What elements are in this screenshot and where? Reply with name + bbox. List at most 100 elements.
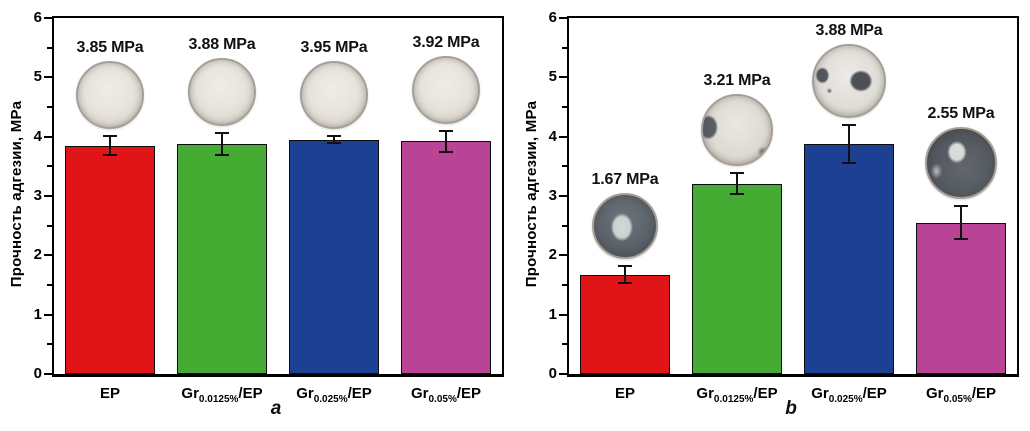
error-bar [439, 129, 453, 154]
category-subscript: 0.05% [943, 394, 972, 405]
category-prefix: Gr [181, 385, 199, 402]
error-bar [842, 123, 856, 164]
category-suffix: /EP [753, 385, 778, 402]
category-prefix: Gr [296, 385, 314, 402]
y-tick-label: 0 [33, 365, 42, 382]
specimen-photo [701, 93, 773, 166]
y-minor-tick [47, 106, 52, 108]
y-tick-label: 5 [548, 68, 557, 86]
bar [289, 139, 379, 374]
bar-value-label: 3.95 MPa [300, 38, 368, 56]
y-minor-tick [562, 343, 567, 346]
y-minor-tick [47, 224, 52, 227]
category-subscript: 0.0125% [198, 394, 239, 405]
category-prefix: Gr [925, 385, 944, 402]
category-suffix: /EP [238, 385, 263, 402]
y-major-tick [559, 254, 567, 257]
y-tick-label: 5 [33, 68, 42, 86]
y-major-tick [559, 313, 567, 316]
y-major-tick [44, 313, 52, 316]
x-category-label: Gr0.05%/EP [411, 385, 481, 405]
error-bar [215, 131, 229, 156]
panel-letter-a: a [270, 398, 282, 419]
x-category-label: EP [615, 385, 635, 405]
specimen-photo [188, 57, 256, 126]
x-category-label: EP [100, 385, 120, 405]
error-bar [618, 265, 632, 285]
bar [580, 274, 670, 374]
y-major-tick [559, 373, 567, 375]
category-suffix: /EP [971, 385, 997, 402]
plot-area-b: 0 1 2 3 4 5 6 1.67 MPa EP 3.21 MPa Gr0.0125%/EP 3.8… [549, 9, 1019, 405]
chart-panel-b: Прочность адгезии, MPa 0 1 2 3 4 5 6 1.67 MPa EP… [515, 0, 1030, 431]
bar-value-label: 2.55 MPa [927, 104, 995, 122]
specimen-photo [592, 193, 658, 260]
y-tick-label: 6 [33, 9, 42, 26]
category-prefix: EP [614, 385, 636, 402]
bar-value-label: 3.88 MPa [815, 21, 883, 39]
y-major-tick [44, 195, 52, 197]
bar-value-label: 3.88 MPa [188, 35, 256, 53]
error-bar [103, 134, 117, 157]
bar-value-label: 3.85 MPa [76, 38, 144, 56]
y-major-tick [559, 195, 567, 197]
specimen-photo [300, 60, 368, 129]
y-minor-tick [562, 284, 567, 286]
y-major-tick [559, 17, 567, 19]
category-subscript: 0.05% [428, 394, 457, 405]
x-category-label: Gr0.0125%/EP [696, 385, 777, 405]
panel-letter-b: b [785, 398, 797, 419]
x-category-label: Gr0.0125%/EP [181, 385, 262, 405]
category-suffix: /EP [347, 385, 372, 402]
y-minor-tick [47, 343, 52, 346]
category-suffix: /EP [456, 385, 482, 402]
category-subscript: 0.0125% [713, 394, 754, 405]
y-major-tick [44, 373, 52, 375]
y-tick-label: 4 [548, 127, 557, 145]
y-tick-label: 1 [33, 305, 42, 323]
bar [65, 145, 155, 374]
category-prefix: Gr [410, 385, 429, 402]
y-major-tick [559, 135, 567, 138]
y-major-tick [44, 135, 52, 138]
specimen-photo [925, 126, 997, 199]
bar [401, 141, 491, 374]
bar [692, 183, 782, 374]
category-subscript: 0.025% [828, 394, 863, 405]
specimen-photo [812, 43, 886, 118]
x-category-label: Gr0.025%/EP [296, 385, 372, 405]
category-suffix: /EP [862, 385, 887, 402]
x-category-label: Gr0.025%/EP [811, 385, 887, 405]
y-minor-tick [562, 224, 567, 227]
category-prefix: EP [99, 385, 121, 402]
y-tick-label: 1 [548, 305, 557, 323]
bar-value-label: 1.67 MPa [591, 171, 659, 189]
y-tick-label: 3 [33, 187, 42, 204]
y-minor-tick [47, 284, 52, 286]
error-bar [954, 204, 968, 241]
bar-value-label: 3.92 MPa [412, 33, 480, 51]
y-tick-label: 0 [548, 365, 557, 382]
y-major-tick [44, 76, 52, 79]
y-major-tick [44, 17, 52, 19]
bar [177, 143, 267, 374]
y-minor-tick [562, 165, 567, 168]
category-prefix: Gr [696, 385, 714, 402]
x-category-label: Gr0.05%/EP [926, 385, 996, 405]
specimen-photo [76, 60, 144, 129]
y-tick-label: 6 [548, 9, 557, 26]
bar [916, 222, 1006, 374]
y-major-tick [44, 254, 52, 257]
y-minor-tick [47, 46, 52, 49]
y-minor-tick [47, 165, 52, 168]
y-minor-tick [562, 46, 567, 49]
plot-area-a: 0 1 2 3 4 5 6 3.85 MPa EP 3.88 MPa Gr0.0125%/EP 3.9… [34, 9, 504, 405]
bar-value-label: 3.21 MPa [703, 71, 771, 89]
y-tick-label: 2 [548, 246, 557, 264]
specimen-photo [412, 55, 480, 124]
bar [804, 143, 894, 374]
error-bar [730, 171, 744, 196]
y-tick-label: 4 [33, 127, 42, 145]
y-tick-label: 3 [548, 187, 557, 204]
